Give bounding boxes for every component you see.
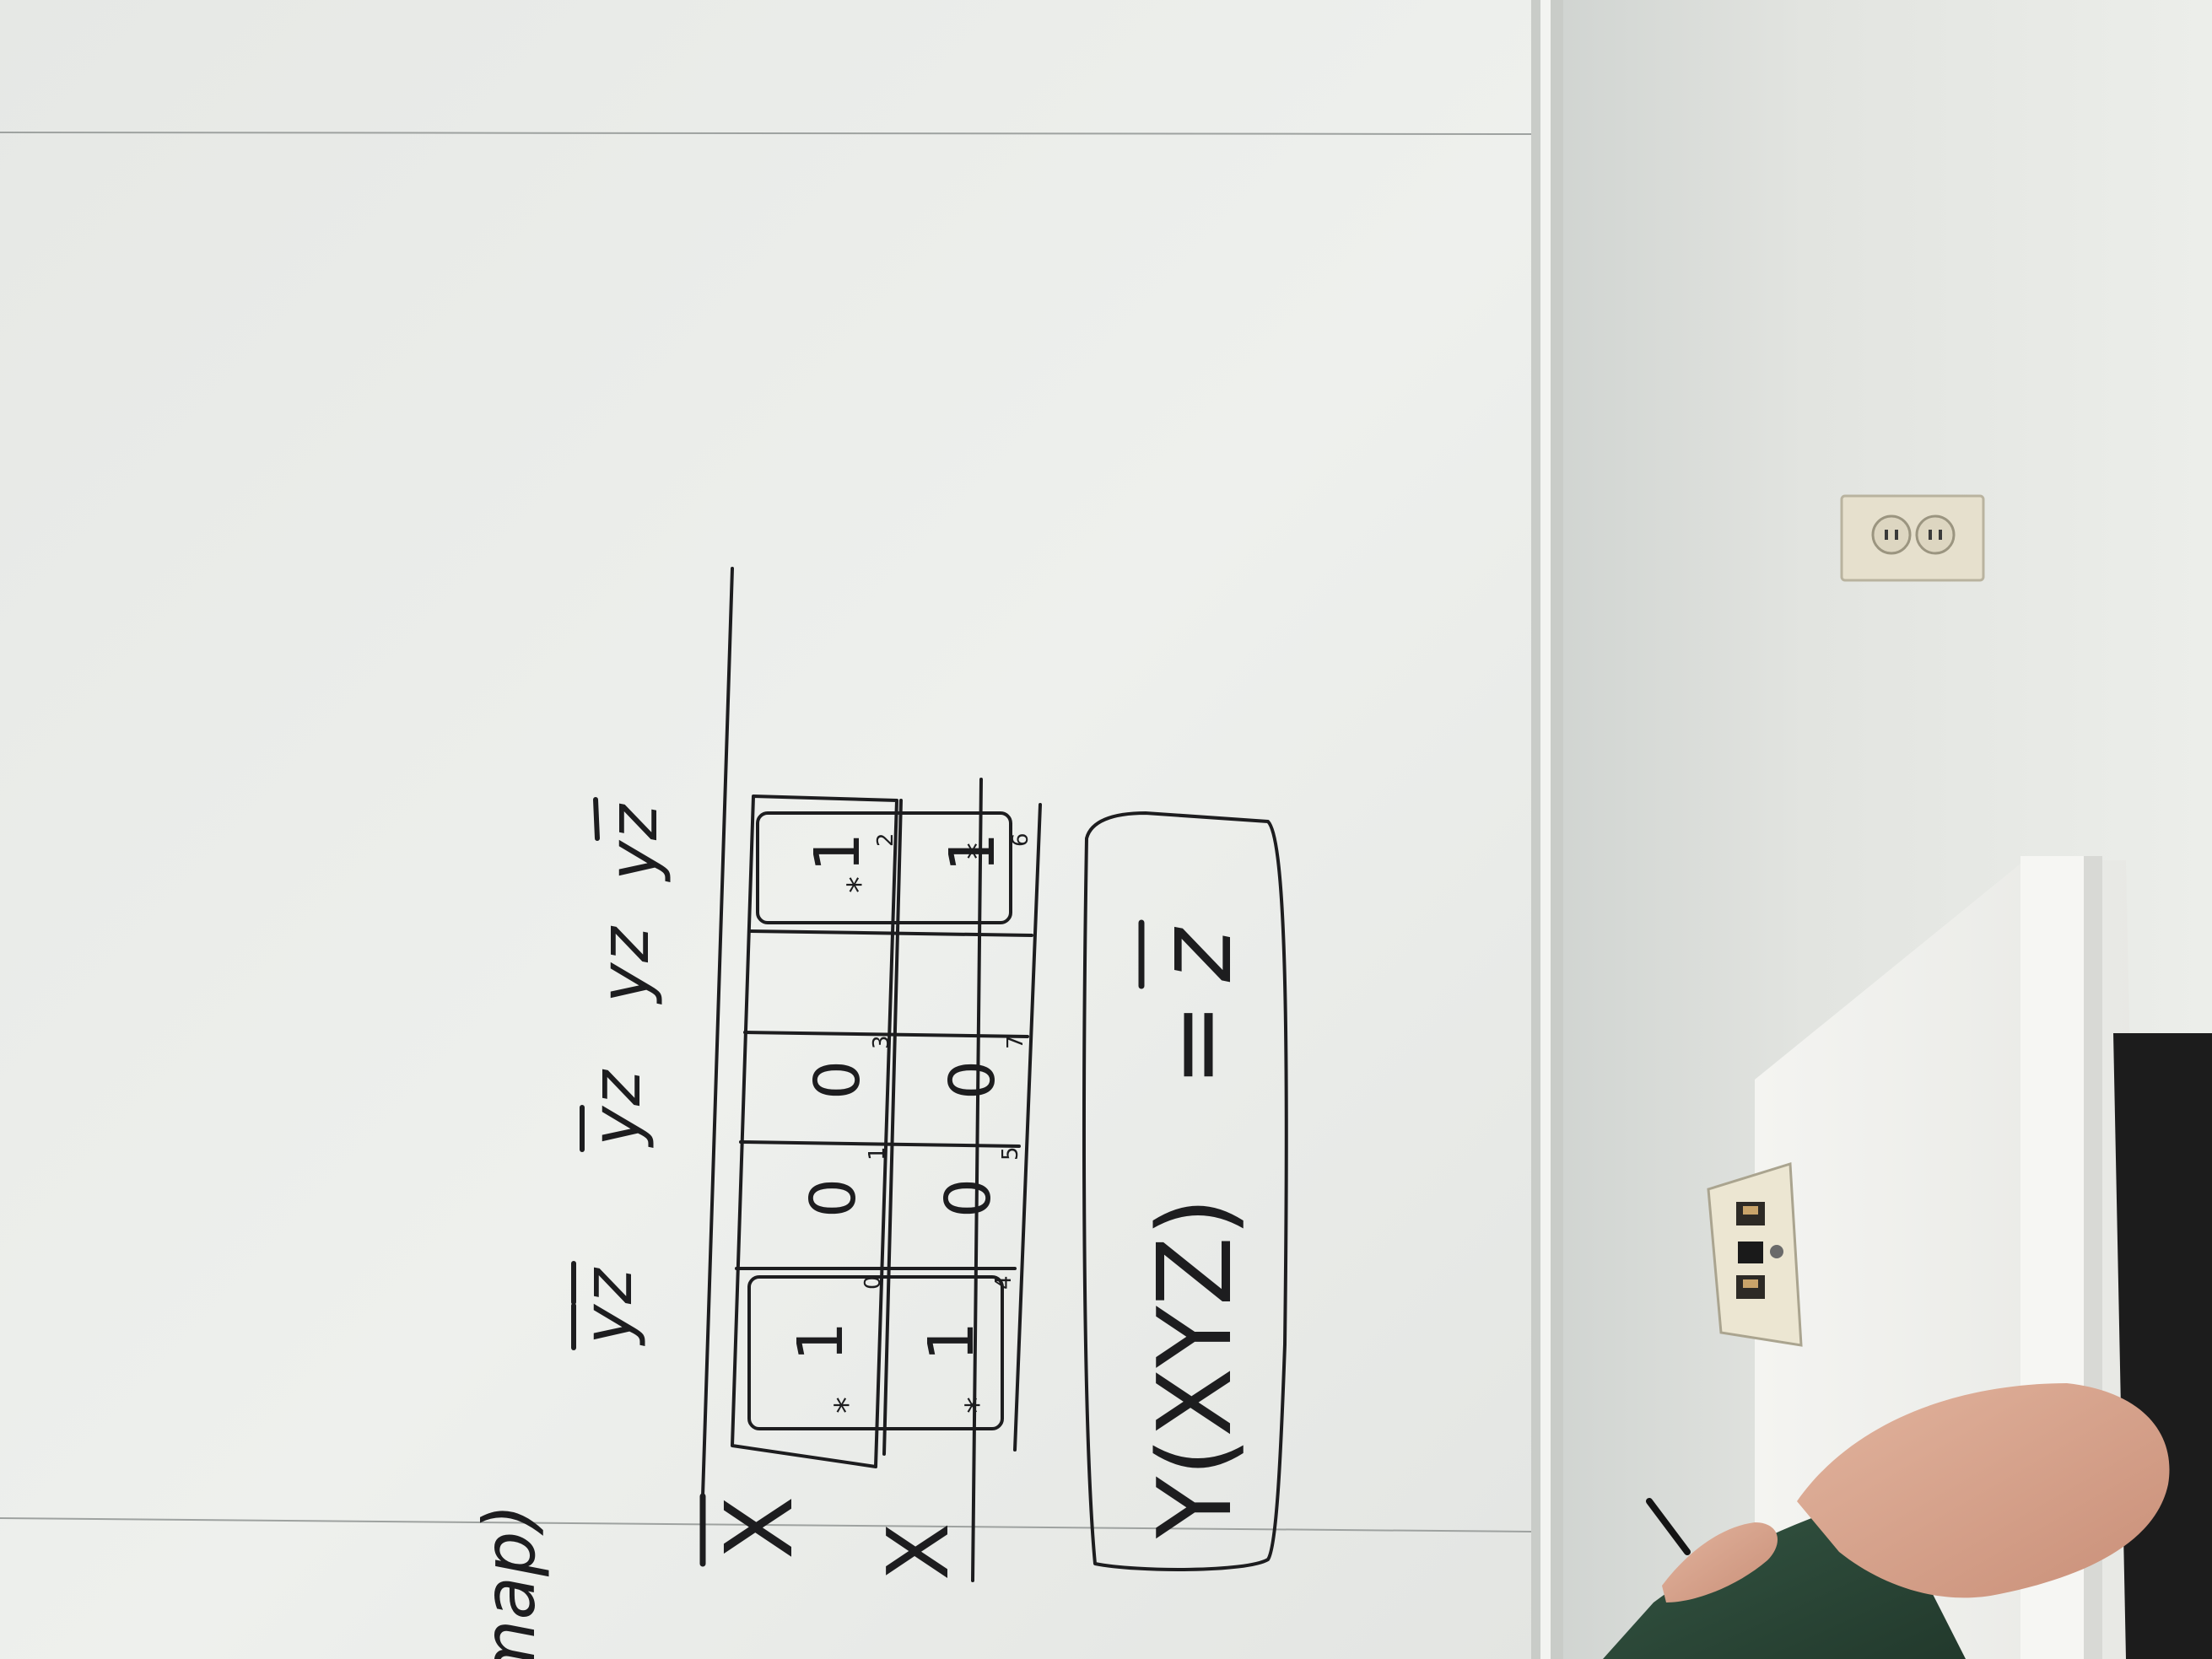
cell-1-3-star-icon: * bbox=[959, 843, 998, 859]
cell-0-1-value: 0 bbox=[797, 1178, 870, 1218]
row-label-0: X bbox=[705, 1496, 813, 1559]
cell-0-3-index: 2 bbox=[873, 832, 898, 847]
group-left bbox=[747, 1275, 1004, 1430]
group-right bbox=[756, 811, 1012, 924]
result-equals: = bbox=[1137, 1002, 1254, 1087]
cell-0-1-index: 1 bbox=[865, 1146, 890, 1161]
col-header-z-1: z bbox=[577, 1069, 656, 1107]
cell-1-1-value: 0 bbox=[932, 1178, 1005, 1218]
col-header-y-1: y bbox=[577, 1105, 656, 1148]
network-jack-plate-icon bbox=[1707, 1162, 1803, 1347]
cell-1-1-index: 5 bbox=[998, 1146, 1023, 1161]
cell-1-2-value: 0 bbox=[936, 1060, 1009, 1100]
kmap-title: (k-map) bbox=[468, 1504, 551, 1659]
handwriting: (k-map) y z y z y z y z bbox=[468, 567, 1288, 1659]
column-headers: y z y z y z y z bbox=[569, 797, 672, 1350]
cell-0-0-star-icon: * bbox=[828, 1397, 867, 1414]
cell-0-2-index: 3 bbox=[869, 1035, 894, 1049]
result-box: Y(XYZ) = z bbox=[1082, 811, 1288, 1571]
cell-0-2-value: 0 bbox=[801, 1060, 874, 1100]
col-header-z-3: z bbox=[594, 803, 672, 841]
cell-0-0-index: 0 bbox=[861, 1275, 886, 1290]
cell-1-0-index: 4 bbox=[991, 1275, 1017, 1290]
cell-1-3-value: 1 bbox=[936, 832, 1009, 872]
kmap-grid bbox=[701, 567, 1042, 1582]
duplex-outlet-icon bbox=[1840, 494, 1985, 582]
cell-0-3-value: 1 bbox=[801, 832, 874, 872]
kmap-cells: 1 0 0 1 1 0 0 1 0 1 3 2 4 5 7 6 * * * * bbox=[785, 832, 1033, 1414]
result-lhs: Y(XYZ) bbox=[1137, 1197, 1254, 1539]
col-header-z-0: z bbox=[569, 1267, 647, 1305]
col-header-y-3: y bbox=[594, 839, 672, 882]
col-header-y-2: y bbox=[585, 961, 664, 1005]
row-labels: X X bbox=[699, 1493, 968, 1581]
presenter-hand bbox=[1603, 1383, 2170, 1659]
cell-0-0-value: 1 bbox=[785, 1322, 857, 1361]
cell-1-3-index: 6 bbox=[1008, 832, 1033, 847]
cell-0-3-star-icon: * bbox=[841, 876, 880, 893]
cell-1-2-index: 7 bbox=[1003, 1035, 1028, 1049]
row-label-1: X bbox=[869, 1522, 968, 1581]
cell-1-0-star-icon: * bbox=[959, 1397, 998, 1414]
marker-icon bbox=[1646, 1498, 1691, 1555]
cell-1-0-value: 1 bbox=[915, 1322, 988, 1361]
result-rhs: z bbox=[1137, 926, 1254, 983]
col-header-z-2: z bbox=[585, 925, 664, 963]
whiteboard bbox=[0, 0, 1542, 1659]
col-header-y-0: y bbox=[569, 1303, 647, 1346]
board-seam-top bbox=[0, 132, 1532, 135]
